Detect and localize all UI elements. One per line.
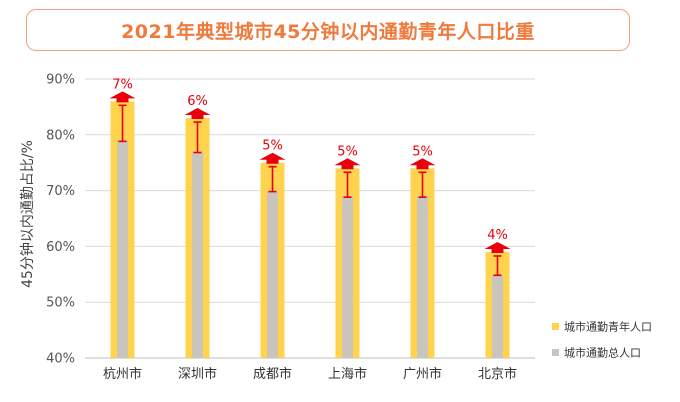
y-tick-label: 90%	[46, 73, 75, 88]
up-arrow-icon	[184, 108, 211, 120]
y-axis-ticks: 40% 50% 60% 70% 80% 90%	[46, 73, 75, 367]
x-axis-categories: 杭州市 深圳市 成都市 上海市 广州市 北京市	[103, 366, 517, 382]
y-tick-label: 80%	[46, 128, 75, 143]
legend-swatch	[552, 323, 559, 330]
legend-entry: 城市通勤青年人口	[564, 320, 652, 334]
bar-total-commuters	[492, 274, 503, 358]
up-arrow-icon	[334, 158, 361, 170]
chart-title: 2021年典型城市45分钟以内通勤青年人口比重	[121, 20, 535, 43]
x-category-label: 北京市	[478, 366, 517, 382]
bar-total-commuters	[342, 196, 353, 358]
x-category-label: 上海市	[328, 366, 367, 382]
y-tick-label: 70%	[46, 184, 75, 199]
up-arrow-icon	[409, 158, 436, 170]
bar-total-commuters	[267, 190, 278, 358]
y-axis-label: 45分钟以内通勤占比/%	[19, 140, 36, 288]
difference-label: 6%	[187, 94, 208, 109]
gridlines	[85, 78, 535, 359]
x-category-label: 广州市	[403, 366, 442, 382]
legend-entry: 城市通勤总人口	[564, 346, 641, 360]
y-tick-label: 60%	[46, 240, 75, 255]
up-arrow-icon	[484, 241, 511, 253]
chart-title-box: 2021年典型城市45分钟以内通勤青年人口比重	[26, 9, 630, 51]
bar-total-commuters	[417, 196, 428, 358]
legend-swatch	[552, 349, 559, 356]
bar-total-commuters	[117, 140, 128, 358]
x-category-label: 杭州市	[103, 366, 142, 382]
x-category-label: 深圳市	[178, 366, 217, 382]
difference-label: 7%	[112, 77, 133, 92]
bars: 7% 6% 5% 5% 5% 4%	[109, 77, 511, 358]
x-category-label: 成都市	[253, 366, 292, 382]
up-arrow-icon	[109, 91, 136, 103]
difference-label: 5%	[412, 144, 433, 159]
bar-total-commuters	[192, 151, 203, 358]
difference-label: 4%	[487, 228, 508, 243]
difference-label: 5%	[262, 139, 283, 154]
y-tick-label: 40%	[46, 352, 75, 367]
y-tick-label: 50%	[46, 296, 75, 311]
difference-label: 5%	[337, 144, 358, 159]
up-arrow-icon	[259, 152, 286, 164]
